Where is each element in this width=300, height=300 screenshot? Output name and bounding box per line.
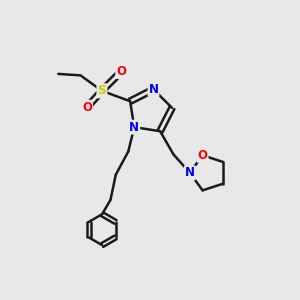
Text: O: O: [198, 149, 208, 162]
Text: O: O: [116, 65, 126, 78]
Text: N: N: [129, 121, 139, 134]
Text: O: O: [82, 101, 92, 114]
Text: N: N: [185, 166, 195, 179]
Text: S: S: [98, 84, 106, 97]
Text: N: N: [148, 83, 158, 96]
